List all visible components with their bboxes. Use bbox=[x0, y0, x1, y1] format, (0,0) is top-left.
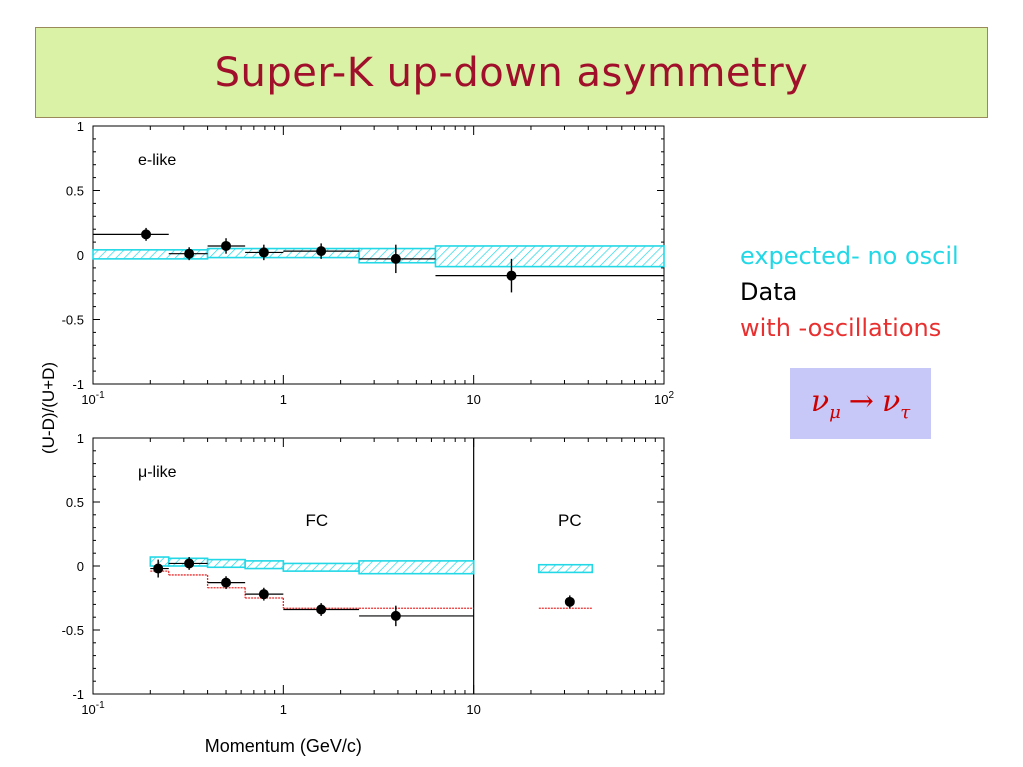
x-tick-label: 10 bbox=[466, 392, 480, 407]
x-tick-label: 1 bbox=[280, 702, 287, 717]
y-tick-label: 1 bbox=[77, 119, 84, 134]
title-banner: Super-K up-down asymmetry bbox=[35, 27, 988, 118]
region-label-pc: PC bbox=[558, 511, 582, 530]
formula-sub-tau: τ bbox=[900, 402, 911, 423]
expected-band bbox=[282, 562, 360, 572]
panel-label: e-like bbox=[138, 152, 176, 169]
data-point bbox=[316, 604, 327, 615]
y-tick-label: 0.5 bbox=[66, 184, 84, 199]
formula-box: νμ → ντ bbox=[790, 368, 931, 439]
data-point bbox=[258, 589, 269, 600]
y-tick-label: -1 bbox=[72, 377, 84, 392]
formula-nu-from: ν bbox=[810, 384, 830, 419]
formula-nu-to: ν bbox=[881, 384, 901, 419]
e-like-panel: 1 0.5 0 -0.5 -110-1 1 10 102 e-like bbox=[62, 119, 675, 407]
data-point bbox=[153, 563, 164, 574]
y-tick-label: -1 bbox=[72, 687, 84, 702]
y-tick-label: 1 bbox=[77, 431, 84, 446]
data-point bbox=[390, 253, 401, 264]
x-tick-exponent: 2 bbox=[668, 390, 674, 401]
region-label-fc: FC bbox=[306, 511, 329, 530]
data-point bbox=[390, 610, 401, 621]
x-axis-label: Momentum (GeV/c) bbox=[205, 736, 362, 756]
data-point bbox=[221, 577, 232, 588]
x-tick-exponent: -1 bbox=[96, 700, 105, 711]
expected-band bbox=[206, 247, 360, 259]
formula-sub-mu: μ bbox=[829, 402, 841, 423]
data-point bbox=[221, 240, 232, 251]
panel-label: μ-like bbox=[138, 464, 177, 481]
x-tick-label: 1 bbox=[280, 392, 287, 407]
x-tick-label: 102 bbox=[654, 390, 674, 407]
data-point bbox=[184, 558, 195, 569]
x-tick-label: 10-1 bbox=[81, 700, 105, 717]
expected-band bbox=[538, 563, 594, 574]
x-tick-label: 10-1 bbox=[81, 390, 105, 407]
x-tick-label: 10 bbox=[466, 702, 480, 717]
data-point bbox=[506, 270, 517, 281]
y-axis-label: (U-D)/(U+D) bbox=[39, 362, 58, 454]
y-tick-label: -0.5 bbox=[62, 623, 84, 638]
expected-band bbox=[244, 560, 285, 570]
legend: expected- no oscil Data with -oscillatio… bbox=[740, 238, 959, 346]
oscillation-formula: νμ → ντ bbox=[811, 384, 910, 423]
legend-data: Data bbox=[740, 278, 798, 306]
y-tick-label: 0 bbox=[77, 248, 84, 263]
expected-band bbox=[206, 558, 246, 569]
x-tick-exponent: -1 bbox=[96, 390, 105, 401]
expected-band bbox=[434, 245, 665, 268]
y-tick-label: 0 bbox=[77, 559, 84, 574]
formula-arrow: → bbox=[848, 384, 874, 419]
data-point bbox=[258, 247, 269, 258]
legend-oscillations: with -oscillations bbox=[740, 314, 942, 342]
data-point bbox=[184, 248, 195, 259]
page-title: Super-K up-down asymmetry bbox=[214, 49, 809, 96]
expected-band bbox=[358, 560, 475, 575]
asymmetry-chart: (U-D)/(U+D) 10.50-0.5-110-1 1 10 102e-like … bbox=[39, 119, 675, 756]
mu-like-panel: 1 0.5 0 -0.5 -110-1 1 10 μ-like FC PC Momentum (Ge… bbox=[62, 431, 665, 756]
data-point bbox=[564, 596, 575, 607]
y-tick-label: 0.5 bbox=[66, 495, 84, 510]
data-point bbox=[316, 246, 327, 257]
data-point bbox=[141, 229, 152, 240]
legend-expected: expected- no oscil bbox=[740, 242, 959, 270]
y-tick-label: -0.5 bbox=[62, 313, 84, 328]
